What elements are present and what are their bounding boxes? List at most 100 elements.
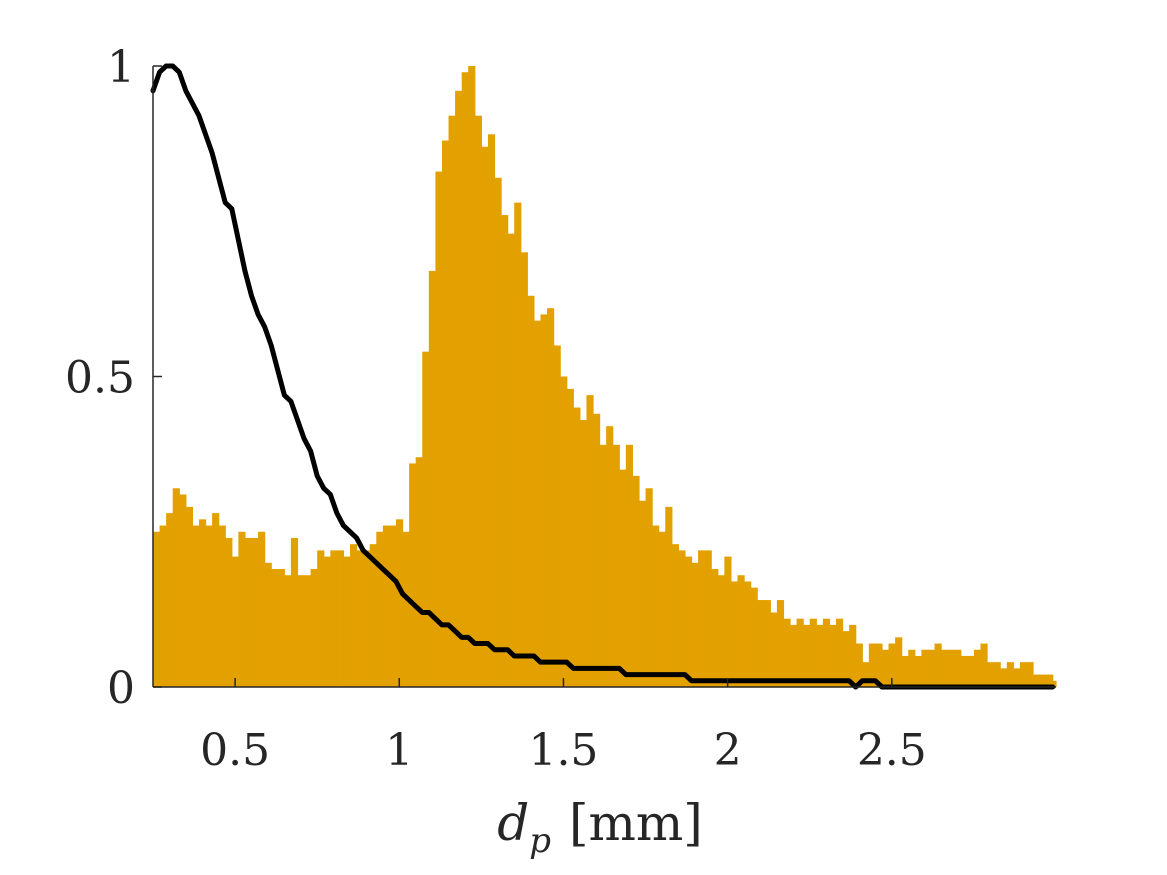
axes	[152, 65, 1056, 688]
histogram-bar	[737, 575, 745, 687]
histogram-bar	[632, 475, 640, 687]
histogram-bar	[271, 569, 279, 687]
histogram-bar	[258, 531, 266, 687]
x-tick-label: 2.5	[857, 725, 927, 776]
histogram-bar	[750, 587, 758, 687]
histogram-bar	[921, 649, 929, 687]
histogram-bar	[382, 525, 391, 687]
histogram-bar	[205, 525, 213, 687]
histogram-bar	[533, 320, 542, 687]
histogram-bar	[888, 643, 896, 687]
histogram-bar	[704, 550, 712, 687]
histogram-bar	[415, 457, 423, 687]
x-axis-label-subscript: p	[529, 821, 551, 861]
histogram-bar	[927, 649, 936, 687]
histogram-bar	[560, 376, 568, 687]
histogram-bar	[356, 550, 364, 687]
histogram-bar	[1046, 674, 1054, 687]
histogram-bar	[829, 624, 837, 687]
histogram-bar	[369, 544, 377, 687]
histogram-bar	[494, 177, 502, 687]
x-tick-label: 1	[385, 725, 413, 776]
histogram-bar	[290, 537, 299, 687]
histogram-bar	[895, 637, 903, 687]
histogram-bar	[612, 444, 620, 687]
histogram-bar	[441, 140, 450, 687]
histogram-bar	[376, 531, 384, 687]
histogram-bar	[980, 643, 988, 687]
histogram-bar	[809, 618, 817, 687]
histogram-bar	[547, 308, 555, 687]
histogram-bar	[881, 649, 890, 687]
histogram-bar	[468, 66, 476, 687]
histogram-bar	[593, 413, 601, 687]
histogram-bar	[796, 618, 804, 687]
histogram-bar	[435, 171, 443, 687]
histogram-bar	[842, 631, 850, 687]
histogram-bar	[901, 655, 909, 687]
histogram-bar	[520, 252, 528, 688]
histogram-bar	[973, 649, 982, 687]
x-tick-label: 0.5	[200, 725, 270, 776]
histogram-bar	[1000, 668, 1008, 687]
histogram-bar	[586, 395, 594, 687]
histogram-bar	[389, 525, 397, 687]
histogram-bar	[402, 531, 410, 687]
histogram-bar	[836, 618, 844, 687]
histogram-bar	[553, 345, 561, 687]
histogram-bar	[179, 494, 187, 687]
y-tick-label: 0.5	[65, 353, 135, 404]
histogram-bar	[317, 550, 325, 687]
histogram-bar	[987, 662, 995, 687]
x-tick-label: 1.5	[528, 725, 598, 776]
histogram-bar	[336, 550, 345, 687]
histogram-bar	[665, 506, 673, 687]
histogram-bar	[166, 513, 174, 687]
histogram-bar	[343, 556, 351, 687]
histogram-bar	[875, 643, 883, 687]
histogram-bar	[638, 500, 647, 687]
histogram-bar	[218, 525, 226, 687]
x-tick-label: 2	[714, 725, 742, 776]
histogram-bar	[619, 469, 627, 687]
histogram-bar	[744, 581, 752, 687]
histogram-bar	[1013, 668, 1021, 687]
histogram-bar	[579, 419, 588, 687]
histogram-bar	[212, 513, 220, 687]
histogram-bar	[330, 550, 338, 687]
histogram-bar	[461, 72, 469, 687]
histogram-bar	[599, 444, 607, 687]
histogram-bar	[428, 270, 436, 687]
histogram-bar	[941, 649, 949, 687]
histogram-bar	[993, 662, 1001, 687]
histogram-bar	[1039, 674, 1047, 687]
histogram-bar	[730, 581, 739, 687]
histogram-bar	[304, 575, 312, 687]
histogram-bar	[914, 655, 922, 687]
histogram-bar	[264, 562, 272, 687]
histogram-bar	[671, 544, 679, 687]
histogram-bar	[422, 351, 430, 687]
histogram-bar	[717, 575, 725, 687]
histogram-bar	[448, 115, 456, 688]
histogram-bar	[868, 643, 876, 687]
histogram-bar	[967, 655, 975, 687]
histogram-bar	[645, 488, 653, 687]
histogram-bar	[363, 550, 371, 687]
histogram-bar	[297, 575, 305, 687]
histogram-bar	[487, 134, 496, 687]
histogram-bar	[862, 662, 870, 687]
histogram-bar	[540, 314, 548, 687]
histogram-bar	[947, 649, 955, 687]
histogram-bar	[395, 519, 404, 687]
histogram-bar	[501, 215, 509, 688]
histogram-bar	[790, 624, 798, 687]
histogram-bar	[724, 556, 732, 687]
histogram-bar	[225, 537, 233, 687]
y-tick-label: 1	[107, 42, 135, 93]
histogram-bar	[474, 115, 482, 688]
histogram-bar	[757, 600, 765, 687]
histogram-bar	[277, 569, 285, 687]
